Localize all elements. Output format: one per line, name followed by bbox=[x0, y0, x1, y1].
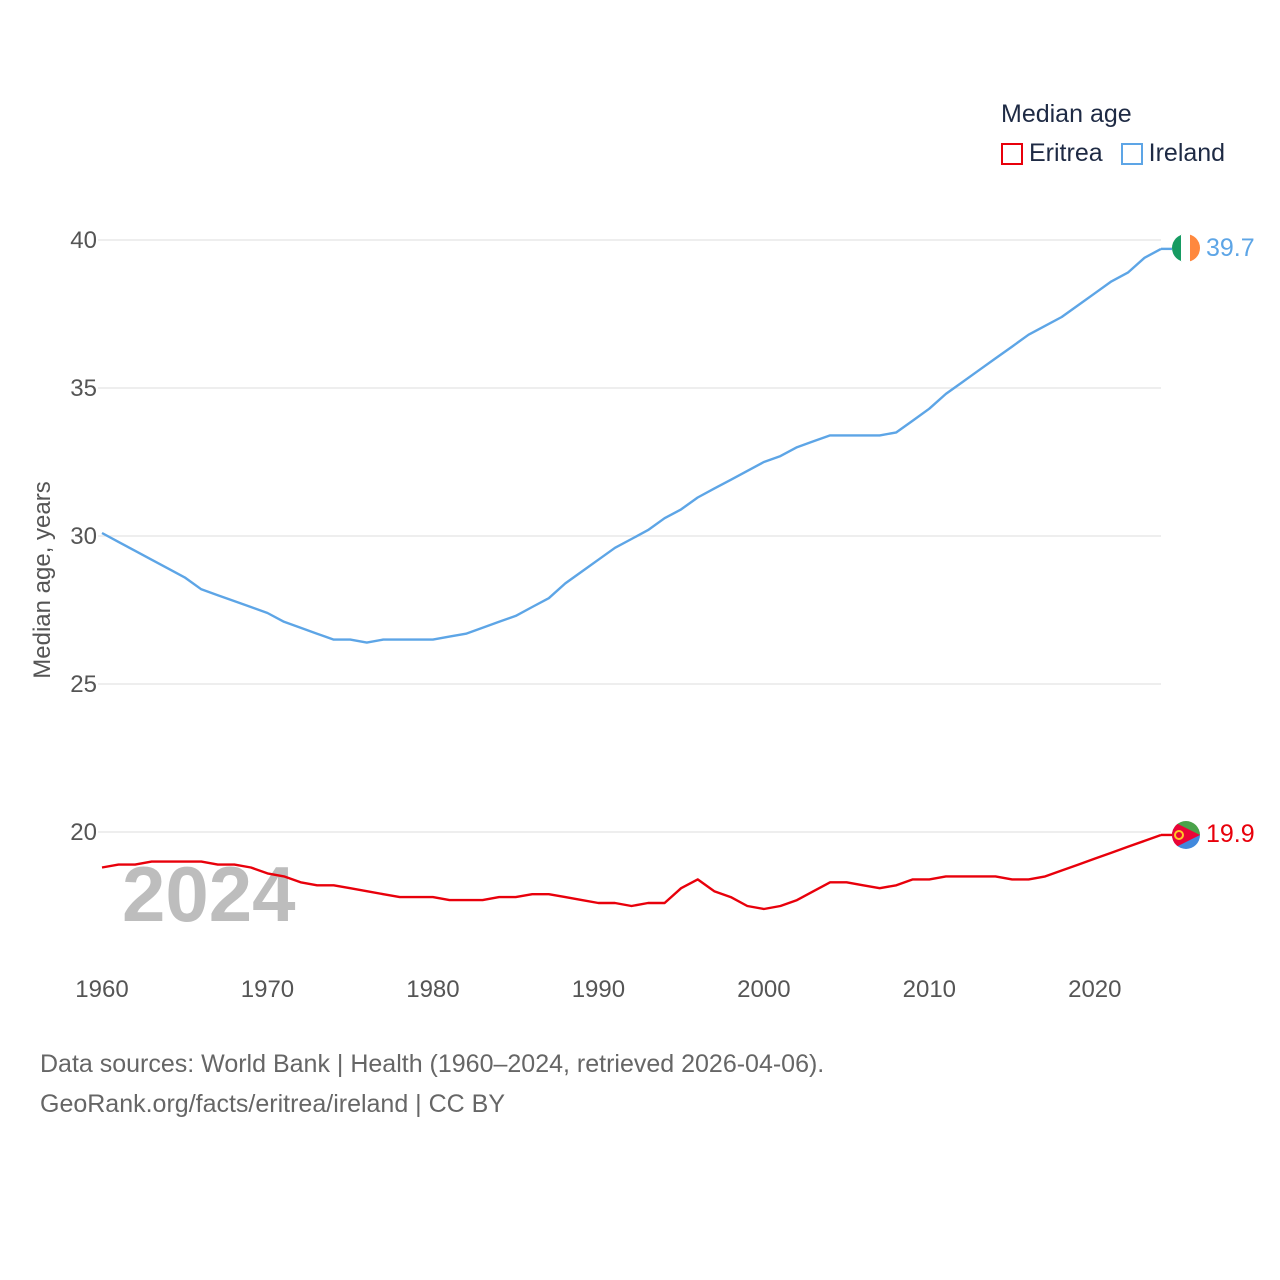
legend-swatch-ireland bbox=[1120, 142, 1143, 165]
y-tick-label: 35 bbox=[70, 375, 97, 402]
y-axis-ticks: 20 25 30 35 40 bbox=[70, 227, 97, 846]
legend-label-eritrea: Eritrea bbox=[1029, 139, 1103, 167]
ireland-flag-icon bbox=[1172, 234, 1200, 262]
series-lines bbox=[101, 247, 1172, 911]
series-line-ireland[interactable] bbox=[101, 247, 1162, 644]
eritrea-flag-icon bbox=[1172, 821, 1200, 849]
x-tick-label: 2010 bbox=[903, 976, 956, 1003]
legend-swatch-eritrea bbox=[1001, 142, 1023, 165]
x-tick-label: 1990 bbox=[572, 976, 625, 1003]
y-tick-label: 40 bbox=[70, 227, 97, 254]
legend-item-ireland[interactable]: Ireland bbox=[1120, 139, 1226, 168]
end-labels: 19.9 39.7 bbox=[1206, 234, 1255, 848]
data-sources-text: Data sources: World Bank | Health (1960–… bbox=[40, 1050, 825, 1078]
x-tick-label: 1970 bbox=[241, 976, 294, 1003]
attribution-link[interactable]: GeoRank.org/facts/eritrea/ireland | CC B… bbox=[40, 1090, 506, 1118]
y-tick-label: 30 bbox=[70, 523, 97, 550]
legend-title: Median age bbox=[1001, 100, 1132, 128]
end-value-eritrea: 19.9 bbox=[1206, 820, 1255, 848]
series-line-eritrea[interactable] bbox=[101, 833, 1162, 911]
gridlines bbox=[98, 239, 1161, 833]
year-watermark: 2024 bbox=[122, 850, 296, 938]
x-tick-label: 2000 bbox=[737, 976, 790, 1003]
end-flags bbox=[1172, 234, 1200, 849]
x-axis-ticks: 1960 1970 1980 1990 2000 2010 2020 bbox=[75, 976, 1121, 1003]
y-tick-label: 20 bbox=[70, 819, 97, 846]
legend-item-eritrea[interactable]: Eritrea bbox=[1001, 139, 1103, 168]
y-axis-label: Median age, years bbox=[29, 481, 56, 678]
x-tick-label: 1960 bbox=[75, 976, 128, 1003]
x-tick-label: 2020 bbox=[1068, 976, 1121, 1003]
y-tick-label: 25 bbox=[70, 671, 97, 698]
x-tick-label: 1980 bbox=[406, 976, 459, 1003]
end-value-ireland: 39.7 bbox=[1206, 234, 1255, 262]
legend: Median age Eritrea Ireland bbox=[1001, 100, 1225, 168]
footer: Data sources: World Bank | Health (1960–… bbox=[40, 1044, 824, 1124]
legend-label-ireland: Ireland bbox=[1148, 139, 1226, 167]
